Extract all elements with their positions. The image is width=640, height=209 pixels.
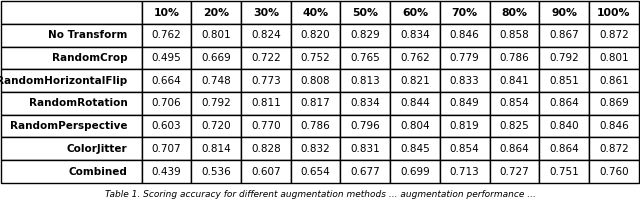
Text: Table 1. Scoring accuracy for different augmentation methods ... augmentation pe: Table 1. Scoring accuracy for different …	[104, 190, 536, 199]
